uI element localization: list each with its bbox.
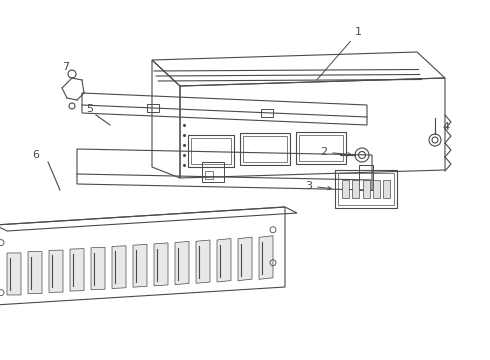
- Bar: [205, 171, 213, 179]
- Bar: [299, 135, 343, 161]
- Bar: [261, 109, 273, 117]
- Bar: [335, 170, 397, 208]
- Polygon shape: [196, 240, 210, 283]
- Text: 2: 2: [320, 147, 351, 157]
- Polygon shape: [175, 242, 189, 284]
- Bar: [363, 180, 369, 198]
- Polygon shape: [133, 244, 147, 287]
- Text: 4: 4: [442, 122, 449, 132]
- Polygon shape: [28, 252, 42, 294]
- Bar: [342, 180, 349, 198]
- Polygon shape: [70, 249, 84, 291]
- Polygon shape: [154, 243, 168, 286]
- Bar: [243, 136, 287, 162]
- Text: 7: 7: [62, 62, 69, 72]
- Bar: [338, 173, 394, 205]
- Bar: [359, 165, 373, 190]
- Bar: [191, 138, 231, 164]
- Polygon shape: [49, 250, 63, 292]
- Bar: [296, 132, 346, 164]
- Bar: [240, 133, 290, 165]
- Polygon shape: [238, 237, 252, 281]
- Polygon shape: [91, 247, 105, 290]
- Bar: [352, 180, 359, 198]
- Polygon shape: [7, 253, 21, 295]
- Text: 3: 3: [305, 181, 331, 191]
- Text: 6: 6: [32, 150, 39, 160]
- Bar: [147, 104, 159, 112]
- Polygon shape: [112, 246, 126, 288]
- Polygon shape: [259, 236, 273, 279]
- Polygon shape: [217, 239, 231, 282]
- Text: 1: 1: [317, 27, 362, 80]
- Bar: [373, 180, 380, 198]
- Bar: [188, 135, 234, 167]
- Bar: [383, 180, 390, 198]
- Bar: [202, 162, 224, 182]
- Text: 5: 5: [86, 104, 93, 114]
